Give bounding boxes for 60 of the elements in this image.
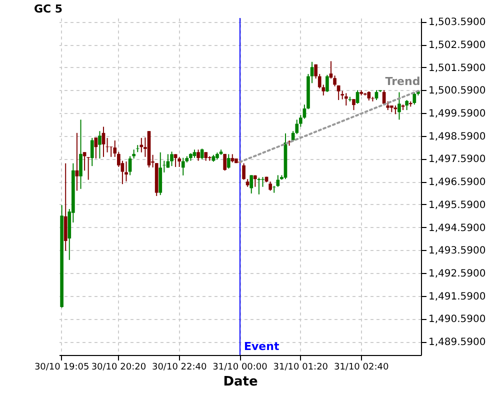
candlestick bbox=[181, 157, 185, 176]
x-tick-label: 31/10 01:20 bbox=[273, 362, 328, 372]
candlestick bbox=[79, 119, 82, 190]
candlestick bbox=[98, 130, 102, 160]
candlestick bbox=[124, 160, 128, 182]
x-tick-label: 30/10 19:05 bbox=[34, 362, 90, 372]
candlestick bbox=[257, 177, 261, 195]
candlestick bbox=[344, 92, 348, 106]
candlestick bbox=[326, 74, 329, 93]
candlestick bbox=[178, 156, 182, 168]
candlestick bbox=[223, 153, 227, 172]
y-tick-label: 1,491.5900 bbox=[428, 291, 486, 302]
x-tick-label: 30/10 20:20 bbox=[91, 362, 146, 372]
x-tick-label: 31/10 00:00 bbox=[212, 362, 268, 372]
y-tick-label: 1,489.5900 bbox=[428, 337, 486, 348]
chart-title: GC 5 bbox=[34, 2, 63, 16]
y-tick-label: 1,500.5900 bbox=[428, 86, 486, 97]
candlestick bbox=[200, 148, 204, 160]
y-tick-label: 1,490.5900 bbox=[428, 314, 486, 326]
candlestick bbox=[250, 174, 254, 194]
candlestick bbox=[128, 156, 132, 176]
candlestick bbox=[242, 162, 246, 180]
candlestick bbox=[356, 90, 360, 104]
y-tick-label: 1,495.5900 bbox=[428, 200, 486, 211]
y-tick-label: 1,496.5900 bbox=[428, 177, 486, 188]
candlestick bbox=[86, 156, 90, 180]
candlestick bbox=[90, 137, 94, 167]
candlestick bbox=[253, 174, 257, 188]
candlestick bbox=[295, 119, 299, 135]
candlestick bbox=[174, 154, 178, 168]
candlestick bbox=[276, 174, 280, 188]
candlestick bbox=[226, 154, 230, 170]
candlestick bbox=[367, 90, 371, 101]
candlestick bbox=[170, 151, 174, 167]
candlestick bbox=[75, 132, 79, 192]
candlestick bbox=[398, 92, 401, 120]
y-tick-label: 1,499.5900 bbox=[428, 108, 486, 120]
y-tick-label: 1,503.5900 bbox=[428, 17, 486, 28]
y-tick-label: 1,494.5900 bbox=[428, 222, 486, 234]
y-tick-label: 1,493.5900 bbox=[428, 246, 486, 257]
candlestick bbox=[412, 92, 416, 106]
y-tick-label: 1,501.5900 bbox=[428, 62, 486, 74]
x-tick-label: 31/10 02:40 bbox=[334, 362, 389, 372]
candlestick bbox=[136, 144, 140, 153]
ref-line-label: Event bbox=[244, 340, 280, 353]
y-tick-label: 1,497.5900 bbox=[428, 154, 486, 166]
x-axis-title: Date bbox=[223, 374, 258, 390]
candlestick bbox=[261, 176, 264, 188]
candlestick bbox=[272, 185, 276, 194]
x-tick-label: 30/10 22:40 bbox=[152, 362, 207, 372]
candlestick bbox=[405, 100, 408, 111]
y-tick-label: 1,502.5900 bbox=[428, 40, 486, 52]
y-tick-label: 1,492.5900 bbox=[428, 268, 486, 280]
series-label: Trend bbox=[385, 74, 420, 88]
candlestick bbox=[352, 98, 356, 111]
y-tick-label: 1,498.5900 bbox=[428, 131, 486, 142]
candlestick bbox=[102, 126, 106, 158]
candlestick bbox=[268, 181, 272, 192]
candlestick bbox=[374, 90, 378, 101]
candlestick bbox=[196, 149, 200, 162]
